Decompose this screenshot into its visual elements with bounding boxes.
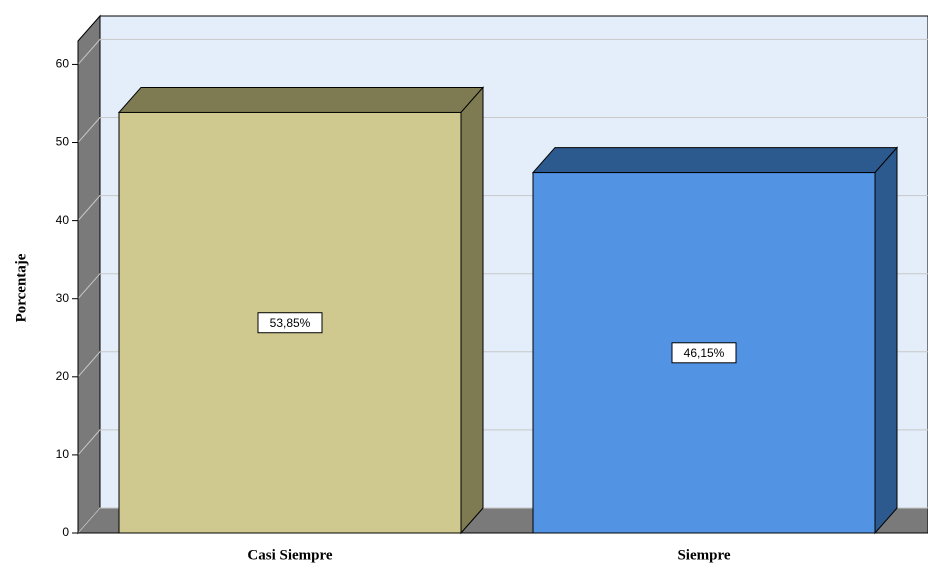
value-label: 53,85%	[270, 316, 311, 330]
y-tick-label: 60	[56, 57, 70, 71]
y-axis-label: Porcentaje	[13, 253, 29, 322]
y-tick-label: 20	[56, 369, 70, 383]
value-label-box	[671, 342, 737, 364]
left-wall	[77, 14, 101, 535]
bar-top	[117, 86, 485, 113]
y-tick-label: 10	[56, 447, 70, 461]
bar-top	[531, 147, 899, 174]
y-tick-label: 30	[56, 291, 70, 305]
value-label: 46,15%	[684, 346, 725, 360]
y-tick-label: 40	[56, 213, 70, 227]
grid-line	[77, 117, 928, 143]
bar-side	[460, 86, 484, 535]
x-tick-label: Siempre	[677, 547, 730, 563]
y-tick-label: 50	[56, 135, 70, 149]
x-tick-label: Casi Siempre	[247, 547, 332, 563]
value-label-box	[257, 312, 323, 334]
bar-side	[874, 146, 898, 535]
grid-line	[77, 38, 928, 65]
y-tick-label: 0	[62, 525, 69, 539]
